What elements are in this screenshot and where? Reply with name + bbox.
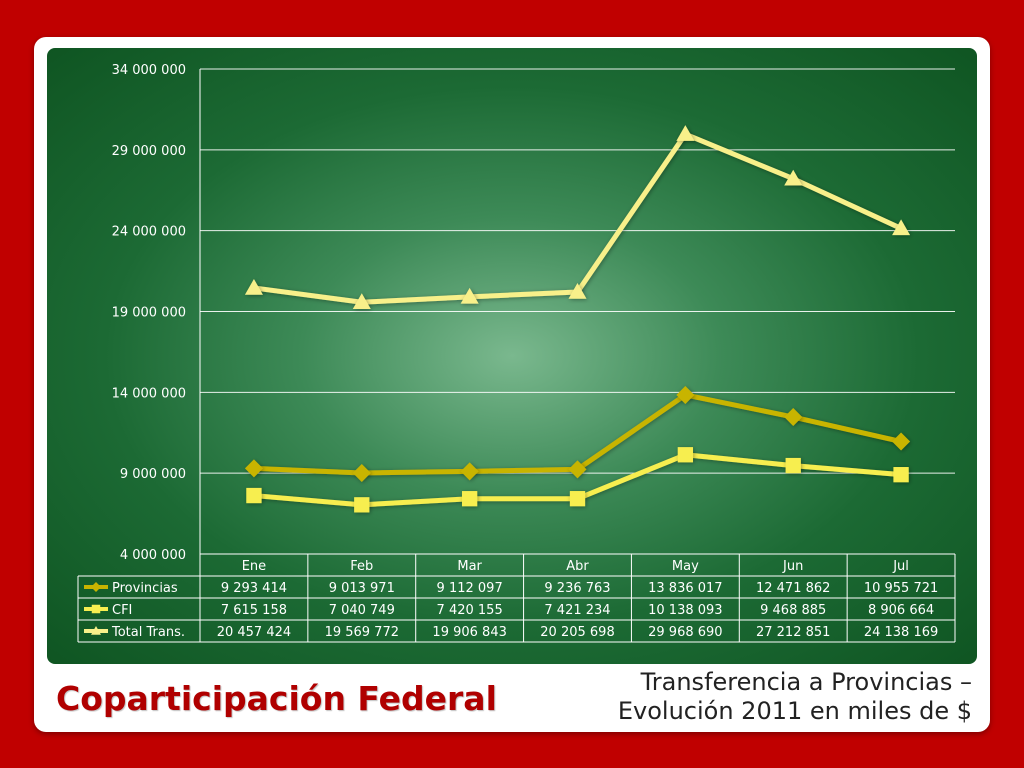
line-chart: 4 000 000 9 000 000 14 000 000 19 000 000 24… [77,63,956,643]
data-table-cell: 19 569 772 [325,625,399,640]
subtitle-line-2: Evolución 2011 en miles de $ [617,697,972,725]
subtitle-line-1: Transferencia a Provincias – [640,668,972,696]
data-table-cell: 10 955 721 [864,581,938,596]
x-tick-label: May [672,559,699,574]
y-tick-label: 29 000 000 [112,144,186,159]
series-line-2 [253,131,903,305]
legend-key-marker [91,582,101,592]
data-point [676,385,695,404]
y-tick-label: 14 000 000 [112,386,186,401]
x-tick-label: Ene [242,559,266,574]
chart-panel: 4 000 000 9 000 000 14 000 000 19 000 000 24… [47,48,977,664]
data-table-cell: 7 421 234 [544,603,610,618]
x-tick-label: Jun [782,559,803,574]
legend-key-marker [91,604,101,614]
x-tick-label: Feb [350,559,373,574]
data-point [784,169,803,186]
data-point [244,278,263,295]
data-point [893,467,909,483]
data-table-cell: 7 040 749 [329,603,395,618]
data-table-cell: 9 468 885 [760,603,826,618]
data-table-cell: 20 205 698 [540,625,614,640]
data-point [246,487,262,504]
data-point [677,447,694,463]
x-tick-label: Abr [566,559,589,574]
data-point [352,463,371,482]
data-point [460,462,479,481]
data-table-cell: 24 138 169 [864,625,938,640]
data-table-cell: 9 013 971 [329,581,395,596]
y-tick-label: 4 000 000 [120,548,186,563]
legend-entry: CFI [112,603,132,618]
data-table-cell: 7 615 158 [221,603,287,618]
data-point [460,287,479,304]
data-table-cell: 27 212 851 [756,625,830,640]
data-table-cell: 9 293 414 [221,581,287,596]
data-table-cell: 29 968 690 [648,625,722,640]
y-tick-label: 9 000 000 [120,467,186,482]
data-table-cell: 13 836 017 [648,581,722,596]
y-tick-label: 24 000 000 [112,225,186,240]
y-tick-label: 19 000 000 [112,306,186,321]
data-table-cell: 7 420 155 [437,603,503,618]
data-point [568,283,587,299]
data-point [892,219,911,236]
data-table-cell: 12 471 862 [756,581,830,596]
data-point [244,459,263,478]
y-tick-label: 34 000 000 [112,63,186,78]
data-point [352,293,371,310]
data-point [676,125,695,141]
legend-key-marker [91,626,101,635]
data-point [784,408,803,427]
data-point [785,457,801,474]
data-point [569,491,586,507]
data-point [892,432,911,451]
legend-entry: Total Trans. [111,625,185,640]
x-tick-label: Jul [892,559,909,574]
data-point [461,491,478,507]
data-table-cell: 9 236 763 [544,581,610,596]
data-table-cell: 8 906 664 [868,603,934,618]
data-table-cell: 19 906 843 [432,625,506,640]
data-table-cell: 10 138 093 [648,603,722,618]
data-point [354,497,370,513]
chart-subtitle: Transferencia a Provincias – Evolución 2… [618,668,972,726]
data-point [568,460,587,479]
x-tick-label: Mar [457,559,482,574]
data-table-cell: 20 457 424 [217,625,291,640]
data-table-cell: 9 112 097 [437,581,503,596]
page-title: Coparticipación Federal [56,679,497,718]
legend-entry: Provincias [112,581,178,596]
